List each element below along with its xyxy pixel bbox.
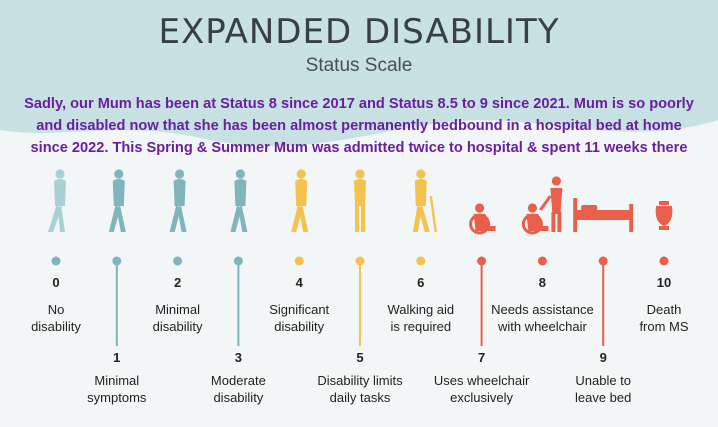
assisted-wheelchair-icon (521, 176, 563, 235)
level-label-line: disability (213, 390, 264, 405)
family-note: Sadly, our Mum has been at Status 8 sinc… (0, 93, 718, 159)
level-number: 5 (356, 350, 364, 365)
banner-shape (0, 0, 718, 147)
scale-marker (355, 256, 365, 266)
level-label-line: Uses wheelchair (433, 373, 530, 388)
level-label-line: leave bed (574, 390, 632, 405)
note-line: Sadly, our Mum has been at Status 8 sinc… (24, 96, 694, 112)
level-label: No disability (0, 301, 121, 335)
level-label-line: from MS (639, 319, 689, 334)
scale-marker (112, 256, 122, 266)
scale-marker (598, 256, 608, 266)
level-label: Minimal disability (113, 301, 243, 335)
hospital-bed-icon (573, 198, 634, 232)
person-walking-icon (291, 169, 309, 232)
level-label: Minimal symptoms (52, 372, 182, 406)
level-label-line: Minimal (155, 302, 200, 317)
scale-marker (173, 256, 183, 266)
level-label: Disability limits daily tasks (295, 372, 425, 406)
level-label-line: exclusively (450, 390, 514, 405)
level-number: 0 (52, 275, 60, 290)
level-number: 9 (599, 350, 607, 365)
level-label-line: Moderate (210, 373, 266, 388)
level-label-line: Significant (269, 302, 330, 317)
scale-marker (659, 256, 669, 266)
level-number: 4 (295, 275, 303, 290)
person-standing-icon (354, 169, 366, 232)
level-number: 10 (656, 275, 672, 290)
level-label-line: is required (390, 319, 452, 334)
level-label: Uses wheelchair exclusively (417, 372, 547, 406)
person-walking-icon (169, 169, 187, 232)
level-label-line: Walking aid (387, 302, 455, 317)
level-number: 1 (113, 350, 121, 365)
level-number: 7 (477, 350, 486, 365)
level-label-line: with wheelchair (497, 319, 587, 334)
scale-marker (233, 256, 243, 266)
level-label: Moderate disability (173, 372, 303, 406)
level-label: Walking aid is required (356, 301, 486, 335)
level-number: 3 (234, 350, 242, 365)
level-label-line: Minimal (94, 373, 140, 388)
level-label-line: Disability limits (317, 373, 403, 388)
scale-marker (477, 256, 487, 266)
note-line: and disabled now that she has been almos… (36, 118, 682, 134)
level-label-line: No (47, 302, 65, 317)
person-with-cane-icon (412, 169, 437, 233)
level-label: Significant disability (234, 301, 364, 335)
level-label-line: daily tasks (329, 390, 391, 405)
scale-marker (416, 256, 426, 266)
urn-icon (655, 201, 673, 230)
level-number: 6 (417, 275, 425, 290)
level-label: Death from MS (599, 301, 718, 335)
level-label-line: Needs assistance (491, 302, 594, 317)
level-label-line: Death (646, 302, 682, 317)
person-running-icon (48, 169, 66, 232)
level-label-line: disability (31, 319, 81, 334)
level-label-line: disability (274, 319, 325, 334)
scale-marker (51, 256, 61, 266)
person-in-wheelchair-icon (469, 203, 496, 235)
level-number: 2 (173, 275, 182, 290)
level-label: Needs assistance with wheelchair (477, 301, 607, 335)
scale-marker (537, 256, 547, 266)
note-line: since 2022. This Spring & Summer Mum was… (30, 140, 688, 156)
main-title: EXPANDED DISABILITY (158, 12, 560, 52)
level-label-line: symptoms (87, 390, 147, 405)
level-label-line: disability (152, 319, 203, 334)
level-label-line: Unable to (575, 373, 632, 388)
level-label: Unable to leave bed (538, 372, 668, 406)
person-walking-fast-icon (108, 169, 126, 232)
person-walking-slow-icon (230, 169, 248, 232)
scale-marker (294, 256, 304, 266)
level-number: 8 (538, 275, 546, 290)
sub-title: Status Scale (305, 55, 413, 76)
